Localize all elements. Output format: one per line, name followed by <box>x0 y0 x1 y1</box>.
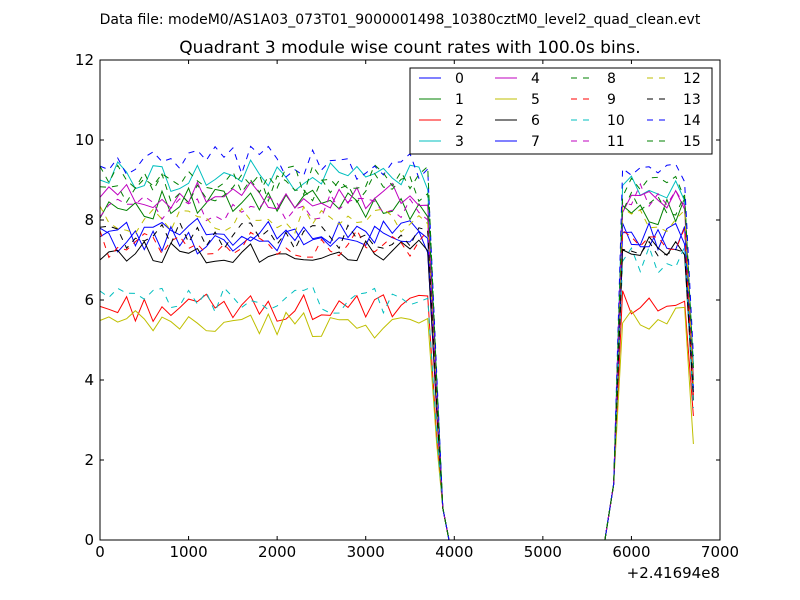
legend-label-9: 9 <box>607 92 616 108</box>
x-tick-label: 4000 <box>435 543 473 561</box>
x-tick-label: 6000 <box>612 543 650 561</box>
legend-label-6: 6 <box>531 113 540 129</box>
legend-label-13: 13 <box>683 92 701 108</box>
y-tick-label: 4 <box>84 371 94 389</box>
series-line-13 <box>99 221 694 541</box>
series-line-3 <box>99 159 694 541</box>
series-line-11 <box>99 182 694 541</box>
series-line-14 <box>99 145 694 541</box>
legend-label-15: 15 <box>683 134 701 150</box>
y-tick-label: 6 <box>84 291 94 309</box>
legend-label-12: 12 <box>683 71 701 87</box>
x-tick-label: 7000 <box>701 543 739 561</box>
legend-label-7: 7 <box>531 134 540 150</box>
x-tick-label: 2000 <box>258 543 296 561</box>
chart-title: Quadrant 3 module wise count rates with … <box>179 38 640 58</box>
series-line-5 <box>99 306 694 541</box>
y-tick-label: 8 <box>84 211 94 229</box>
legend-label-1: 1 <box>455 92 464 108</box>
series-line-10 <box>99 245 694 541</box>
y-tick-label: 10 <box>75 131 94 149</box>
legend-label-14: 14 <box>683 113 701 129</box>
x-tick-label: 0 <box>95 543 105 561</box>
legend-label-11: 11 <box>607 134 625 150</box>
series-layer <box>99 145 694 541</box>
legend-label-4: 4 <box>531 71 540 87</box>
series-line-12 <box>99 205 694 541</box>
y-tick-label: 0 <box>84 531 94 549</box>
legend-label-10: 10 <box>607 113 625 129</box>
figure-suptitle: Data file: modeM0/AS1A03_073T01_90000014… <box>100 12 701 28</box>
x-offset-label: +2.41694e8 <box>627 564 720 582</box>
legend-label-0: 0 <box>455 71 464 87</box>
x-tick-label: 3000 <box>347 543 385 561</box>
legend-label-5: 5 <box>531 92 540 108</box>
legend-label-2: 2 <box>455 113 464 129</box>
y-tick-label: 12 <box>75 51 94 69</box>
legend-label-3: 3 <box>455 134 464 150</box>
legend-label-8: 8 <box>607 71 616 87</box>
x-tick-label: 5000 <box>524 543 562 561</box>
y-tick-label: 2 <box>84 451 94 469</box>
series-line-1 <box>99 186 694 541</box>
series-line-4 <box>99 181 694 541</box>
series-line-9 <box>99 228 694 541</box>
series-line-0 <box>99 221 694 541</box>
series-line-2 <box>99 290 694 541</box>
legend-box <box>409 67 713 155</box>
x-tick-label: 1000 <box>169 543 207 561</box>
series-line-6 <box>99 235 694 541</box>
series-line-15 <box>99 164 694 541</box>
series-line-7 <box>99 217 694 541</box>
